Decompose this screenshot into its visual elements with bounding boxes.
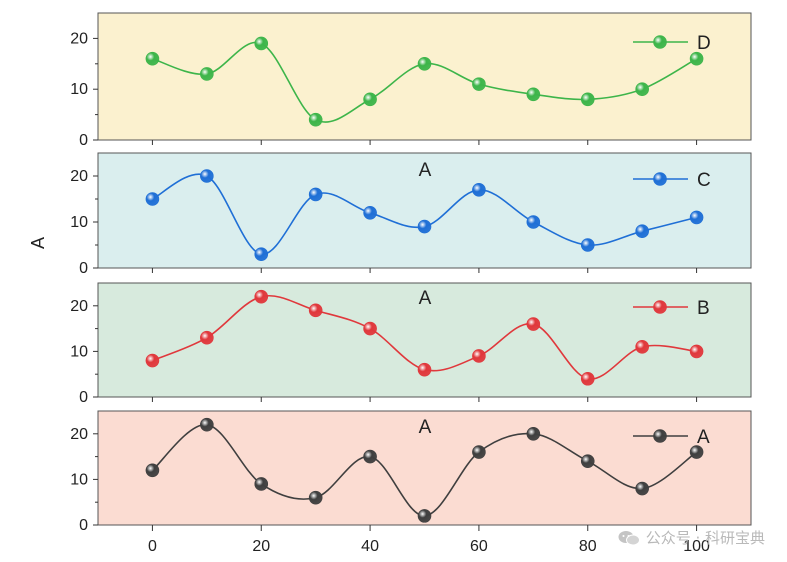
data-point (472, 77, 486, 91)
y-tick-label: 10 (70, 471, 88, 488)
data-point (417, 362, 432, 377)
data-point (308, 303, 323, 318)
data-point (145, 51, 160, 66)
data-point (254, 36, 269, 51)
data-point (526, 87, 541, 102)
data-point (689, 344, 704, 359)
legend-marker (653, 35, 667, 49)
data-point (200, 67, 214, 81)
panel-C: 0 10 20 C A (70, 152, 752, 277)
data-point (254, 289, 269, 304)
data-point (200, 169, 214, 183)
watermark-text: 公众号 · 科研宝典 (645, 529, 765, 547)
y-tick-label: 0 (79, 260, 88, 277)
y-tick-label: 20 (70, 168, 88, 185)
panel-B: 0 10 20 B A (70, 282, 752, 406)
x-tick-label: 60 (470, 538, 488, 555)
data-point (417, 219, 432, 234)
data-point (254, 247, 269, 261)
data-point (363, 206, 377, 220)
data-point (580, 454, 595, 468)
data-point (635, 224, 649, 238)
data-point (580, 371, 595, 386)
legend-label: B (697, 298, 710, 319)
y-tick-label: 0 (79, 389, 88, 406)
panel-annotation: A (419, 288, 432, 309)
x-tick-label: 40 (361, 538, 379, 555)
y-axis-title: A (28, 237, 48, 249)
chart-panels: 0 10 20 D 0 10 20 C A 0 10 20 B A 0 10 20 A A (70, 12, 752, 534)
legend-marker (653, 429, 667, 443)
panel-background (97, 12, 752, 141)
legend-label: C (697, 170, 711, 191)
x-tick-label: 0 (148, 538, 157, 555)
data-point (689, 445, 704, 459)
data-point (308, 112, 323, 127)
data-point (635, 481, 649, 496)
x-tick-label: 100 (683, 538, 710, 555)
series-line-D (152, 41, 697, 123)
data-point (145, 192, 160, 206)
y-tick-label: 20 (70, 298, 88, 315)
y-tick-label: 0 (79, 517, 88, 534)
data-point (254, 477, 269, 491)
data-point (689, 210, 704, 225)
y-tick-label: 20 (70, 30, 88, 47)
data-point (417, 509, 432, 523)
y-tick-label: 10 (70, 214, 88, 231)
panel-annotation: A (419, 417, 432, 438)
data-point (580, 92, 595, 107)
panel-A: 0 10 20 A A (70, 410, 752, 534)
y-tick-label: 20 (70, 426, 88, 443)
data-point (145, 353, 160, 368)
data-point (200, 330, 214, 345)
wechat-icon (618, 530, 640, 545)
data-point (363, 321, 377, 336)
data-point (308, 490, 323, 505)
data-point (580, 238, 595, 252)
legend-label: D (697, 33, 711, 54)
y-tick-label: 10 (70, 343, 88, 360)
data-point (526, 317, 541, 331)
data-point (689, 51, 704, 66)
data-point (417, 56, 432, 71)
data-point (472, 445, 486, 459)
data-point (526, 426, 541, 441)
legend-marker (653, 172, 667, 186)
panel-annotation: A (419, 160, 432, 181)
x-tick-label: 20 (252, 538, 270, 555)
legend-label: A (697, 427, 710, 448)
y-tick-label: 10 (70, 81, 88, 98)
data-point (526, 215, 541, 229)
data-point (472, 183, 486, 197)
x-axis: 0 20 40 60 80 100 (148, 140, 710, 555)
watermark: 公众号 · 科研宝典 (618, 527, 765, 548)
panel-D: 0 10 20 D (70, 12, 752, 149)
data-point (472, 349, 486, 363)
x-tick-label: 80 (579, 538, 597, 555)
data-point (635, 340, 649, 354)
legend-marker (653, 300, 667, 314)
data-point (200, 417, 214, 432)
data-point (145, 463, 160, 478)
data-point (635, 82, 649, 96)
data-point (363, 92, 377, 107)
data-point (308, 187, 323, 202)
y-tick-label: 0 (79, 132, 88, 149)
data-point (363, 449, 377, 464)
